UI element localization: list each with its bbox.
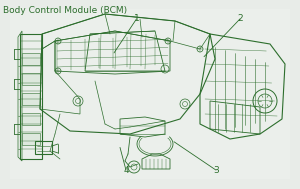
Text: 2: 2: [237, 14, 243, 23]
Text: Body Control Module (BCM): Body Control Module (BCM): [3, 6, 127, 15]
Polygon shape: [22, 73, 40, 85]
Polygon shape: [10, 9, 290, 179]
Text: 4: 4: [123, 166, 129, 175]
Polygon shape: [22, 93, 40, 105]
Polygon shape: [22, 113, 40, 125]
Text: 3: 3: [213, 166, 219, 175]
Polygon shape: [22, 53, 40, 65]
Text: 1: 1: [134, 14, 140, 23]
Polygon shape: [22, 133, 40, 145]
